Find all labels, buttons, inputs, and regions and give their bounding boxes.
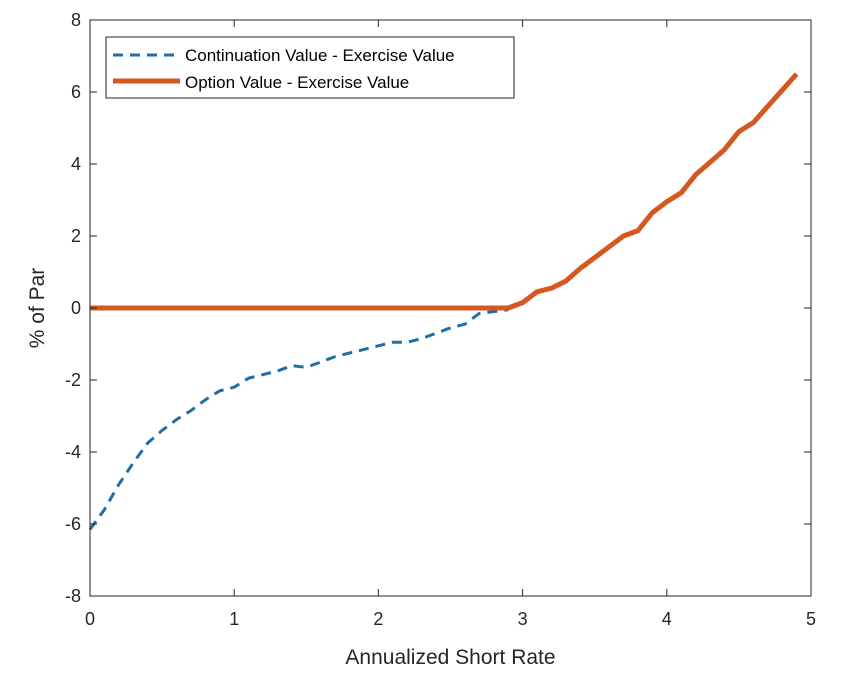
- y-tick-label: 2: [71, 226, 81, 246]
- y-tick-label: 8: [71, 10, 81, 30]
- y-tick-label: -4: [65, 442, 81, 462]
- legend-box: [105, 36, 515, 99]
- y-tick-label: -2: [65, 370, 81, 390]
- series-line-option-minus-exercise: [90, 72, 799, 311]
- y-tick-label: -8: [65, 586, 81, 606]
- y-tick-label: -6: [65, 514, 81, 534]
- legend: Continuation Value - Exercise Value Opti…: [105, 36, 515, 99]
- legend-label-continuation: Continuation Value - Exercise Value: [185, 46, 455, 65]
- series-layer: [88, 72, 799, 531]
- x-tick-label: 3: [518, 609, 528, 629]
- y-axis-label: % of Par: [26, 268, 49, 349]
- x-axis-label: Annualized Short Rate: [345, 646, 555, 669]
- x-tick-label: 0: [85, 609, 95, 629]
- x-tick-label: 2: [373, 609, 383, 629]
- ticks-layer: 0 1 2 3 4 5 8 6 4 2 0 -2 -4 -6 -8: [65, 10, 816, 629]
- series-line-continuation-minus-exercise: [88, 308, 509, 531]
- legend-label-option: Option Value - Exercise Value: [185, 73, 409, 92]
- x-tick-label: 1: [229, 609, 239, 629]
- x-tick-label: 5: [806, 609, 816, 629]
- x-tick-label: 4: [662, 609, 672, 629]
- y-tick-label: 0: [71, 298, 81, 318]
- y-tick-label: 4: [71, 154, 81, 174]
- y-tick-label: 6: [71, 82, 81, 102]
